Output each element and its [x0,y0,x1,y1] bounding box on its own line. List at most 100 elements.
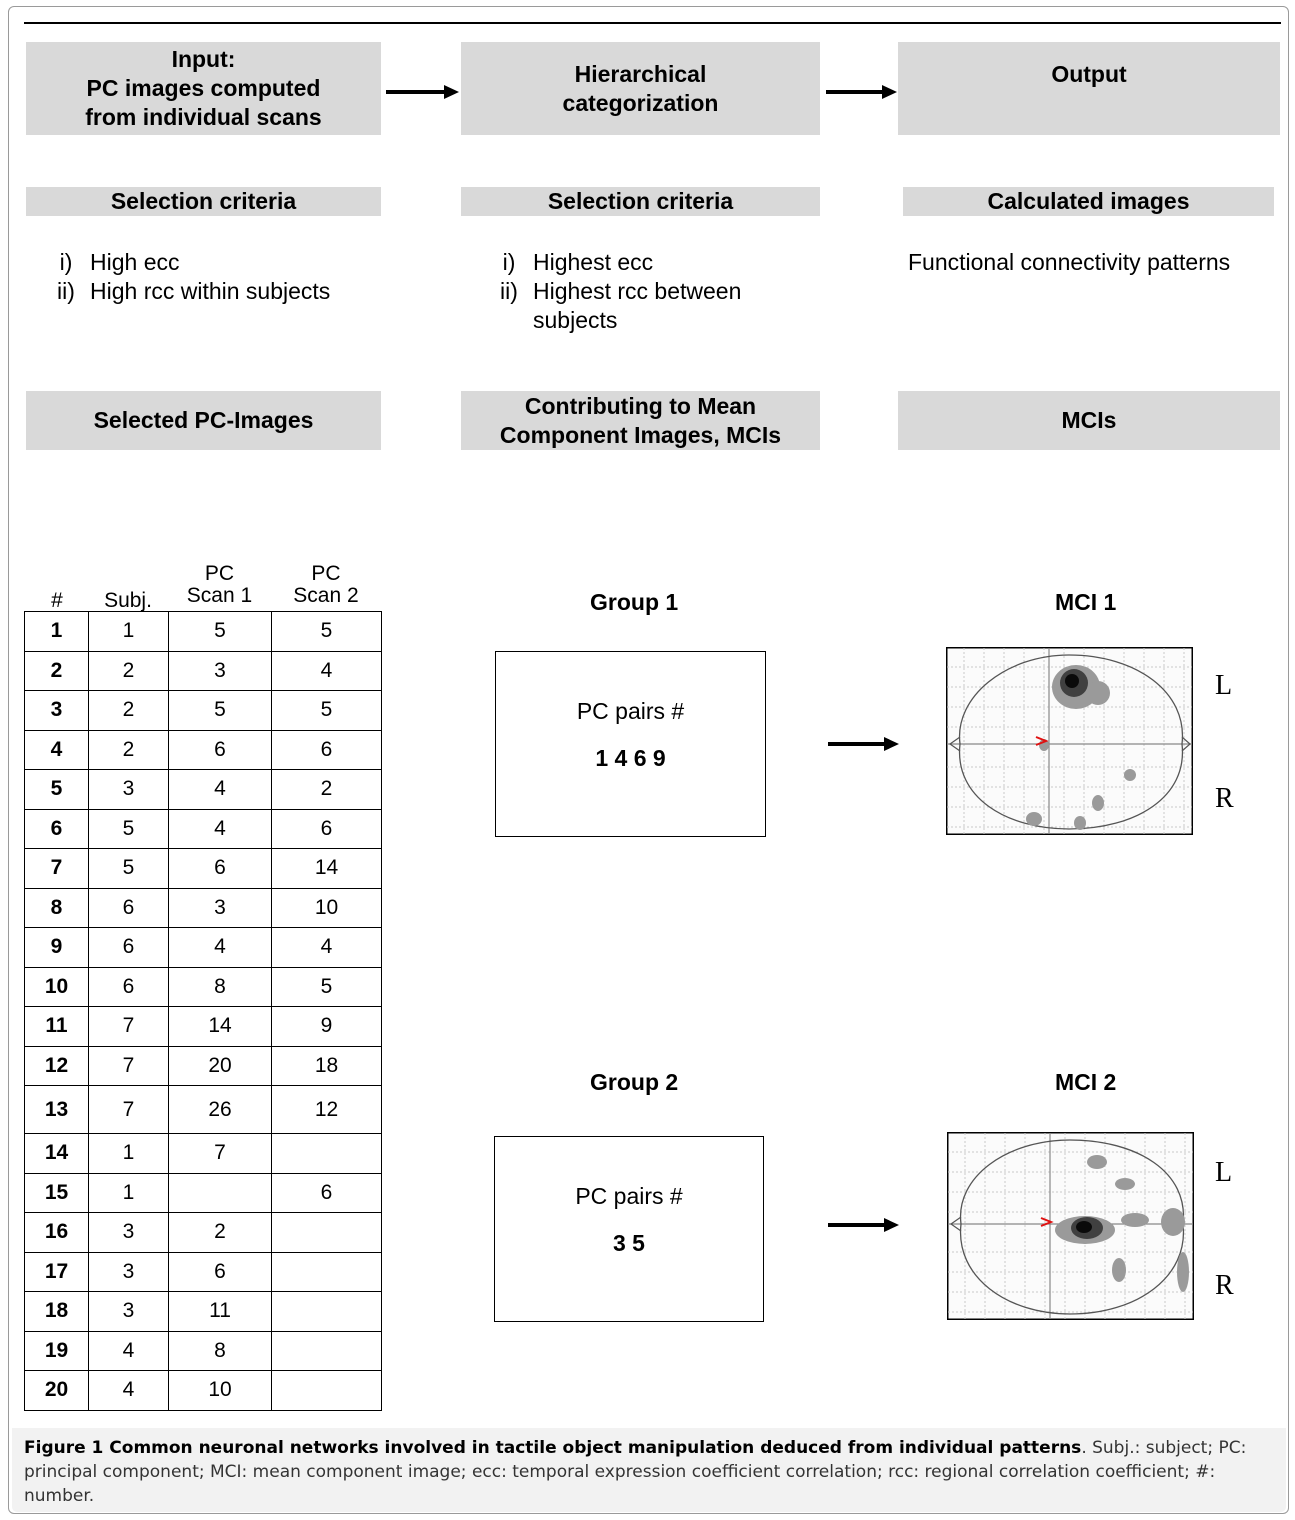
row-number-cell: 11 [24,1006,89,1047]
list-number: ii) [57,278,75,304]
hierarchical-categorization-box: Hierarchical categorization [461,42,820,135]
table-header-number: # [51,589,63,612]
row-number-cell: 4 [24,729,89,770]
row-number-cell: 20 [24,1370,89,1411]
table-row: 11 7 14 9 [24,1006,382,1047]
table-row: 8 6 3 10 [24,887,382,928]
pc-pairs-values: 3 5 [613,1230,645,1256]
table-row: 7 5 6 14 [24,848,382,889]
pc-scan-1-cell: 4 [168,808,272,849]
pc-scan-2-cell: 6 [271,808,382,849]
row-number-cell: 6 [24,808,89,849]
pc-scan-2-cell [271,1133,382,1174]
table-row: 14 1 7 [24,1133,382,1174]
pc-scan-1-cell: 2 [168,1212,272,1253]
arrow-right-icon [828,1218,899,1232]
list-number: i) [502,249,516,275]
group-1-title: Group 1 [590,589,679,615]
criteria-list: i) High ecc ii) High rcc within subjects [42,248,382,306]
table-row: 10 6 8 5 [24,966,382,1007]
calculated-images-text: Functional connectivity patterns [908,249,1231,275]
pc-scan-1-cell: 10 [168,1370,272,1411]
pc-scan-2-cell [271,1330,382,1371]
pc-scan-2-cell: 12 [271,1085,382,1134]
row-number-cell: 7 [24,848,89,889]
subject-cell: 5 [88,848,169,889]
brain-scan-image [947,1132,1194,1320]
pc-pairs-label: PC pairs # [575,1183,683,1209]
subject-cell: 3 [88,1251,169,1292]
subject-cell: 2 [88,729,169,770]
caption-text: . Subj.: subject; PC: principal componen… [24,1438,1247,1506]
row-number-cell: 18 [24,1291,89,1332]
subject-cell: 2 [88,690,169,731]
arrow-right-icon [828,737,899,751]
pc-scan-1-cell: 4 [168,927,272,968]
caption-background [12,1428,1286,1512]
table-row: 15 1 6 [24,1172,382,1213]
list-item: i) Highest ecc [485,248,785,277]
row-number-cell: 17 [24,1251,89,1292]
right-label: R [1215,783,1234,814]
selection-criteria-heading: Selection criteria [461,187,820,216]
table-row: 20 4 10 [24,1370,382,1411]
row-number-cell: 19 [24,1330,89,1371]
row-number-cell: 2 [24,650,89,691]
table-row: 13 7 26 12 [24,1085,382,1134]
left-label: L [1215,670,1233,701]
subject-cell: 5 [88,808,169,849]
pc-pairs-values: 1 4 6 9 [595,745,666,771]
calculated-images-heading: Calculated images [903,187,1274,216]
arrow-right-icon [826,85,897,99]
top-rule [24,22,1281,24]
list-item: ii) High rcc within subjects [42,277,382,306]
selection-criteria-heading: Selection criteria [26,187,381,216]
row-number-cell: 9 [24,927,89,968]
pc-scan-2-cell: 10 [271,887,382,928]
row-number-cell: 10 [24,966,89,1007]
pc-scan-1-cell: 26 [168,1085,272,1134]
mcis-box: MCIs [898,391,1280,450]
input-box: Input: PC images computed from individua… [26,42,381,135]
mci-1-title: MCI 1 [1055,589,1117,615]
subject-cell: 4 [88,1330,169,1371]
pc-scan-2-cell: 9 [271,1006,382,1047]
pc-scan-2-cell [271,1370,382,1411]
pc-scan-1-cell: 6 [168,729,272,770]
table-header-pc-scan-1: PC Scan 1 [186,562,253,607]
table-row: 16 3 2 [24,1212,382,1253]
pc-scan-2-cell [271,1291,382,1332]
mci-2-title: MCI 2 [1055,1069,1117,1095]
subject-cell: 7 [88,1085,169,1134]
pc-scan-2-cell: 5 [271,966,382,1007]
pc-scan-1-cell: 20 [168,1045,272,1086]
pc-scan-1-cell: 4 [168,769,272,810]
pc-scan-2-cell [271,1212,382,1253]
pc-scan-2-cell: 6 [271,729,382,770]
row-number-cell: 1 [24,611,89,652]
brain-scan-image [946,647,1193,835]
list-number: ii) [500,278,518,304]
subject-cell: 3 [88,769,169,810]
pc-scan-1-cell: 14 [168,1006,272,1047]
row-number-cell: 3 [24,690,89,731]
pc-scan-1-cell: 6 [168,848,272,889]
selected-pc-images-box: Selected PC-Images [26,391,381,450]
left-label: L [1215,1157,1233,1188]
list-item: ii) Highest rcc between subjects [485,277,785,335]
list-item: i) High ecc [42,248,382,277]
pc-scan-2-cell: 4 [271,650,382,691]
subject-cell: 2 [88,650,169,691]
pc-scan-1-cell: 11 [168,1291,272,1332]
row-number-cell: 15 [24,1172,89,1213]
pc-scan-1-cell: 3 [168,650,272,691]
subject-cell: 6 [88,887,169,928]
pc-scan-1-cell: 5 [168,611,272,652]
pc-scan-2-cell: 18 [271,1045,382,1086]
criteria-list: i) Highest ecc ii) Highest rcc between sub… [485,248,785,335]
subject-cell: 1 [88,1172,169,1213]
